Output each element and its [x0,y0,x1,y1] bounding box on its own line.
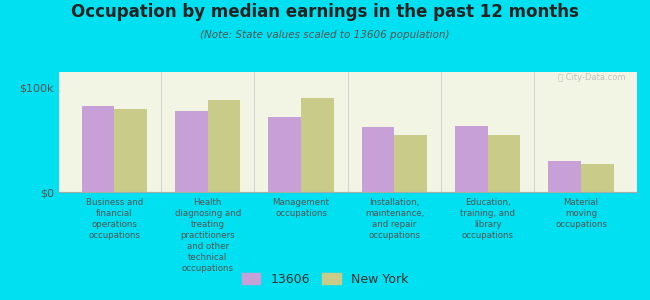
Bar [268,117,301,192]
Bar [82,106,114,192]
Text: Ⓡ City-Data.com: Ⓡ City-Data.com [558,73,625,82]
Bar [395,135,427,192]
Bar [362,127,395,192]
Bar [175,111,208,192]
Bar [488,135,521,192]
Bar [208,100,240,192]
Bar [549,161,581,192]
Text: (Note: State values scaled to 13606 population): (Note: State values scaled to 13606 popu… [200,30,450,40]
Bar [581,164,614,192]
Text: Occupation by median earnings in the past 12 months: Occupation by median earnings in the pas… [71,3,579,21]
Bar [114,109,147,192]
Bar [455,126,488,192]
Legend: 13606, New York: 13606, New York [237,268,413,291]
Bar [301,98,333,192]
